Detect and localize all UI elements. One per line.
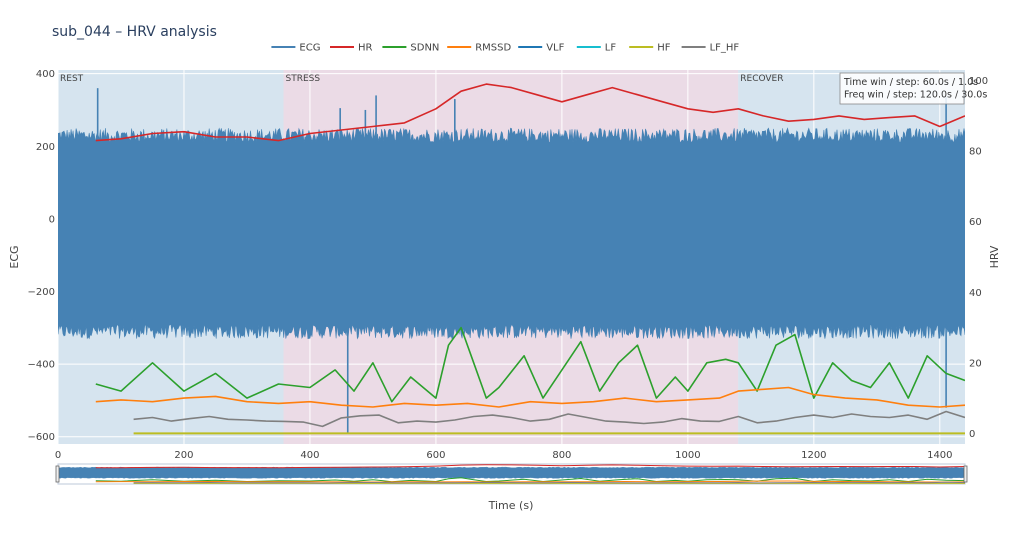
- legend-label: LF: [605, 43, 617, 54]
- left-axis-ticks: 400 200 0 −200 −400 −600: [28, 69, 55, 443]
- phase-label-rest: REST: [60, 74, 84, 84]
- phase-labels: REST STRESS RECOVER: [60, 74, 784, 84]
- legend-label: SDNN: [410, 43, 439, 54]
- legend-label: HR: [358, 43, 373, 54]
- x-tick-label: 800: [552, 450, 571, 461]
- ecg-trace: [58, 88, 965, 434]
- y-right-tick-label: 60: [969, 217, 982, 228]
- range-series-hr: [95, 464, 965, 469]
- legend-item-vlf[interactable]: VLF: [518, 43, 565, 54]
- legend-label: ECG: [299, 43, 320, 54]
- legend-label: HF: [657, 43, 671, 54]
- y-right-tick-label: 0: [969, 429, 975, 440]
- range-slider-traces: [58, 464, 965, 484]
- y-right-tick-label: 20: [969, 358, 982, 369]
- phase-label-stress: STRESS: [285, 74, 320, 84]
- y-right-tick-label: 80: [969, 147, 982, 158]
- y-left-tick-label: −600: [28, 432, 55, 443]
- range-series-sdnn: [95, 477, 965, 483]
- legend-item-ecg[interactable]: ECG: [271, 43, 320, 54]
- x-tick-label: 1400: [927, 450, 952, 461]
- y-left-tick-label: 200: [36, 142, 55, 153]
- x-axis-title: Time (s): [488, 499, 534, 512]
- y-axis-right-title: HRV: [988, 245, 1001, 268]
- legend-item-sdnn[interactable]: SDNN: [382, 43, 439, 54]
- legend-item-hf[interactable]: HF: [629, 43, 671, 54]
- ecg-band: [58, 127, 965, 340]
- x-tick-label: 0: [55, 450, 61, 461]
- phase-label-recover: RECOVER: [740, 74, 783, 84]
- x-tick-label: 1000: [675, 450, 700, 461]
- window-annotation: Time win / step: 60.0s / 1.0s Freq win / …: [839, 72, 987, 105]
- legend-label: VLF: [546, 43, 564, 54]
- x-tick-label: 200: [174, 450, 193, 461]
- x-tick-label: 600: [426, 450, 445, 461]
- y-left-tick-label: 0: [49, 214, 55, 225]
- legend-label: LF_HF: [710, 43, 740, 54]
- series-line-sdnn: [95, 326, 965, 403]
- legend-item-hr[interactable]: HR: [330, 43, 373, 54]
- y-left-tick-label: −200: [28, 287, 55, 298]
- y-right-tick-label: 40: [969, 288, 982, 299]
- annotation-line: Freq win / step: 120.0s / 30.0s: [844, 90, 987, 101]
- series-line-lf-hf: [133, 410, 965, 428]
- y-left-tick-label: 400: [36, 69, 55, 80]
- hrv-series: [95, 83, 965, 435]
- legend-item-lf-hf[interactable]: LF_HF: [681, 43, 740, 54]
- x-tick-label: 400: [300, 450, 319, 461]
- range-slider[interactable]: [55, 463, 968, 485]
- legend-label: RMSSD: [475, 43, 511, 54]
- right-axis-ticks: 100 80 60 40 20 0: [969, 76, 988, 440]
- x-axis-ticks: 0 200 400 600 800 1000 1200 1400: [55, 450, 953, 461]
- range-series-lf-hf: [133, 481, 965, 484]
- legend[interactable]: ECG HR SDNN RMSSD VLF LF HF LF_HF: [271, 43, 739, 54]
- annotation-line: Time win / step: 60.0s / 1.0s: [843, 77, 978, 88]
- series-line-rmssd: [95, 386, 965, 408]
- legend-item-rmssd[interactable]: RMSSD: [447, 43, 511, 54]
- range-handle-right[interactable]: [963, 465, 968, 483]
- range-series-rmssd: [95, 480, 965, 483]
- y-right-tick-label: 100: [969, 76, 988, 87]
- annotation-box: [839, 72, 965, 105]
- range-ecg-band: [58, 466, 965, 479]
- range-handle-left[interactable]: [55, 465, 60, 483]
- x-tick-label: 1200: [801, 450, 826, 461]
- legend-item-lf[interactable]: LF: [576, 43, 617, 54]
- chart-title: sub_044 – HRV analysis: [52, 24, 217, 40]
- series-line-hr: [95, 83, 965, 142]
- y-left-tick-label: −400: [28, 360, 55, 371]
- y-axis-left-title: ECG: [8, 245, 21, 268]
